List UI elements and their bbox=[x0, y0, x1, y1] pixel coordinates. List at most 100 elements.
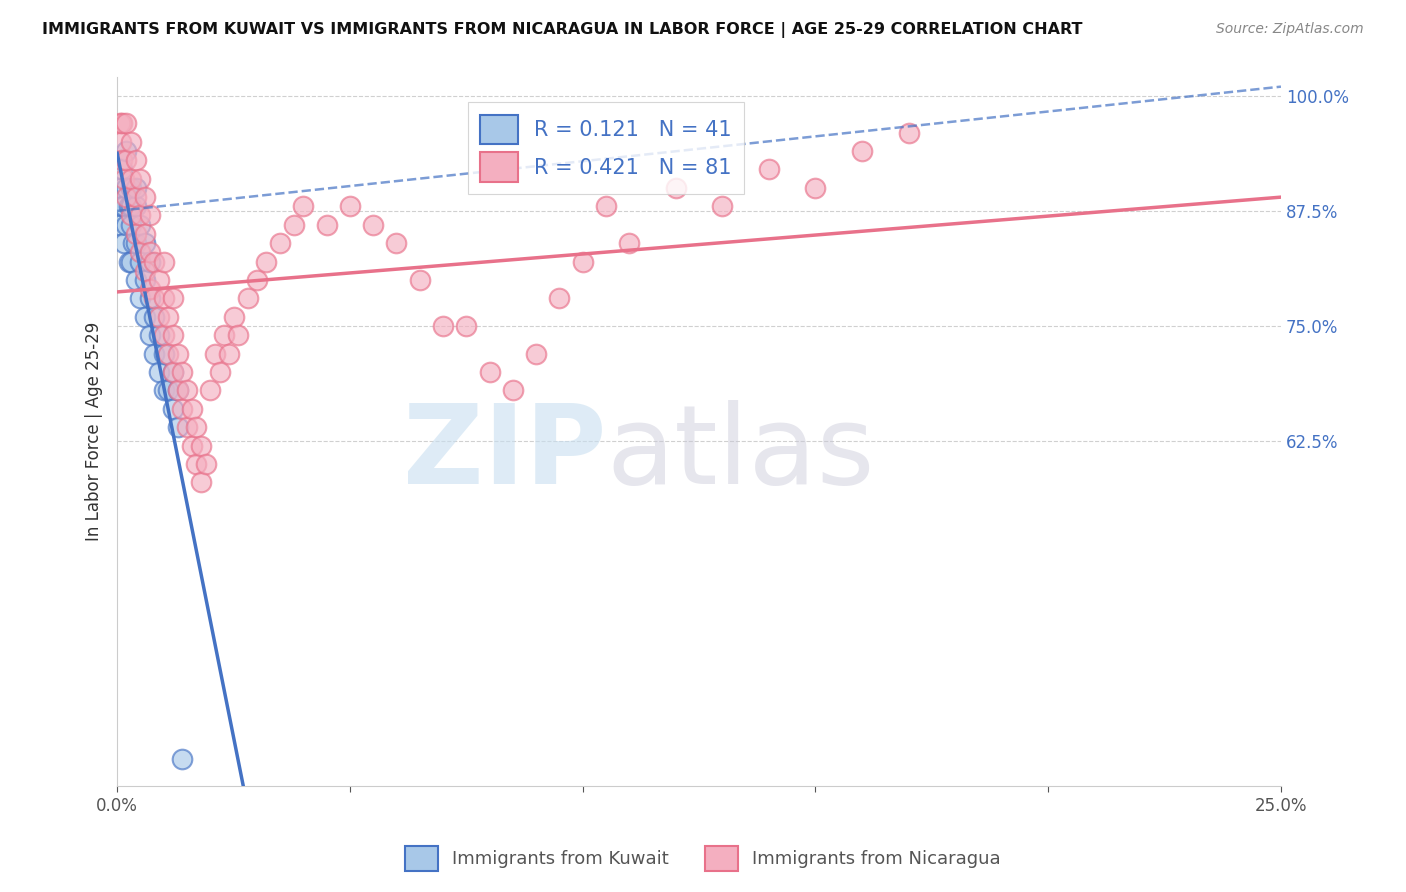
Point bbox=[125, 199, 148, 213]
Point bbox=[129, 254, 152, 268]
Point bbox=[125, 273, 148, 287]
Point bbox=[204, 346, 226, 360]
Point bbox=[143, 346, 166, 360]
Point bbox=[111, 116, 134, 130]
Legend: R = 0.121   N = 41, R = 0.421   N = 81: R = 0.121 N = 41, R = 0.421 N = 81 bbox=[468, 102, 744, 194]
Point bbox=[120, 171, 142, 186]
Point bbox=[120, 181, 142, 195]
Point bbox=[125, 236, 148, 251]
Point bbox=[122, 236, 145, 251]
Point bbox=[200, 384, 222, 398]
Point bbox=[166, 384, 188, 398]
Point bbox=[120, 135, 142, 149]
Point bbox=[385, 236, 408, 251]
Point bbox=[148, 365, 170, 379]
Point bbox=[157, 346, 180, 360]
Point bbox=[283, 218, 305, 232]
Point bbox=[190, 475, 212, 490]
Point bbox=[218, 346, 240, 360]
Point bbox=[148, 328, 170, 343]
Point bbox=[152, 328, 174, 343]
Point bbox=[619, 236, 641, 251]
Point bbox=[120, 254, 142, 268]
Point bbox=[315, 218, 337, 232]
Point bbox=[162, 291, 184, 305]
Point bbox=[120, 218, 142, 232]
Point bbox=[162, 401, 184, 416]
Y-axis label: In Labor Force | Age 25-29: In Labor Force | Age 25-29 bbox=[86, 322, 103, 541]
Point bbox=[152, 346, 174, 360]
Point bbox=[162, 365, 184, 379]
Point bbox=[129, 291, 152, 305]
Legend: Immigrants from Kuwait, Immigrants from Nicaragua: Immigrants from Kuwait, Immigrants from … bbox=[398, 838, 1008, 879]
Point bbox=[176, 420, 198, 434]
Point bbox=[226, 328, 249, 343]
Text: atlas: atlas bbox=[606, 400, 875, 507]
Point bbox=[222, 310, 245, 324]
Point bbox=[152, 254, 174, 268]
Point bbox=[166, 346, 188, 360]
Point bbox=[524, 346, 547, 360]
Point bbox=[134, 227, 156, 241]
Point bbox=[115, 144, 138, 158]
Point bbox=[118, 199, 141, 213]
Point bbox=[111, 153, 134, 168]
Point bbox=[292, 199, 315, 213]
Point bbox=[186, 420, 208, 434]
Point bbox=[548, 291, 571, 305]
Point bbox=[129, 209, 152, 223]
Point bbox=[139, 254, 162, 268]
Text: ZIP: ZIP bbox=[402, 400, 606, 507]
Point bbox=[186, 457, 208, 471]
Point bbox=[176, 384, 198, 398]
Text: IMMIGRANTS FROM KUWAIT VS IMMIGRANTS FROM NICARAGUA IN LABOR FORCE | AGE 25-29 C: IMMIGRANTS FROM KUWAIT VS IMMIGRANTS FRO… bbox=[42, 22, 1083, 38]
Point bbox=[236, 291, 259, 305]
Point bbox=[110, 181, 132, 195]
Point bbox=[166, 384, 188, 398]
Point bbox=[125, 153, 148, 168]
Point bbox=[134, 236, 156, 251]
Point bbox=[208, 365, 231, 379]
Point bbox=[166, 420, 188, 434]
Point bbox=[120, 199, 142, 213]
Point bbox=[502, 384, 524, 398]
Point bbox=[409, 273, 432, 287]
Point bbox=[134, 310, 156, 324]
Point bbox=[148, 310, 170, 324]
Point bbox=[143, 254, 166, 268]
Point bbox=[246, 273, 269, 287]
Point bbox=[595, 199, 617, 213]
Point bbox=[339, 199, 361, 213]
Point bbox=[112, 171, 135, 186]
Point bbox=[115, 153, 138, 168]
Point bbox=[172, 751, 194, 765]
Point bbox=[125, 227, 148, 241]
Point bbox=[157, 310, 180, 324]
Point bbox=[134, 273, 156, 287]
Point bbox=[143, 310, 166, 324]
Point bbox=[125, 190, 148, 204]
Point bbox=[180, 401, 202, 416]
Point bbox=[108, 116, 131, 130]
Point bbox=[139, 328, 162, 343]
Point bbox=[129, 218, 152, 232]
Point bbox=[804, 181, 827, 195]
Point bbox=[125, 181, 148, 195]
Point bbox=[897, 126, 920, 140]
Point bbox=[115, 190, 138, 204]
Point bbox=[758, 162, 780, 177]
Point bbox=[254, 254, 277, 268]
Point bbox=[571, 254, 593, 268]
Point bbox=[152, 384, 174, 398]
Point bbox=[115, 181, 138, 195]
Point bbox=[120, 209, 142, 223]
Point bbox=[143, 291, 166, 305]
Point bbox=[139, 291, 162, 305]
Point bbox=[118, 254, 141, 268]
Point bbox=[711, 199, 734, 213]
Point bbox=[139, 209, 162, 223]
Point bbox=[172, 401, 194, 416]
Point bbox=[162, 328, 184, 343]
Point bbox=[157, 384, 180, 398]
Point bbox=[115, 218, 138, 232]
